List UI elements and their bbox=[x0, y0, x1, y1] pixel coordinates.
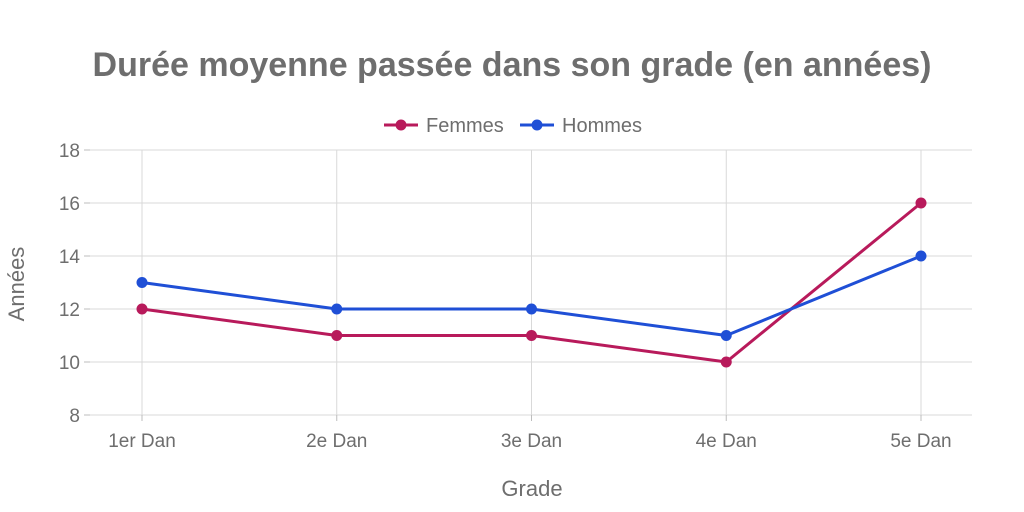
chart-title: Durée moyenne passée dans son grade (en … bbox=[93, 46, 932, 84]
legend-swatch-marker bbox=[531, 119, 543, 131]
data-point-hommes[interactable] bbox=[915, 250, 927, 262]
legend: Femmes Hommes bbox=[384, 115, 642, 137]
legend-label: Femmes bbox=[426, 115, 504, 137]
legend-item-hommes[interactable]: Hommes bbox=[520, 115, 642, 137]
data-point-hommes[interactable] bbox=[526, 303, 537, 315]
gridlines bbox=[90, 149, 972, 416]
data-point-hommes[interactable] bbox=[720, 330, 732, 341]
data-point-femmes[interactable] bbox=[915, 197, 927, 209]
x-axis-ticks: 1er Dan 2e Dan 3e Dan 4e Dan 5e Dan bbox=[108, 415, 952, 452]
series-hommes bbox=[136, 250, 927, 341]
y-tick-label: 18 bbox=[59, 141, 80, 162]
data-point-femmes[interactable] bbox=[136, 303, 148, 315]
legend-swatch-marker bbox=[395, 119, 407, 131]
y-tick-label: 8 bbox=[69, 406, 80, 427]
y-tick-label: 12 bbox=[59, 300, 80, 321]
x-tick-label: 4e Dan bbox=[696, 431, 757, 452]
x-tick-label: 3e Dan bbox=[501, 431, 562, 452]
data-point-femmes[interactable] bbox=[331, 330, 343, 341]
legend-label: Hommes bbox=[562, 115, 642, 137]
data-point-femmes[interactable] bbox=[720, 356, 732, 368]
y-tick-label: 10 bbox=[59, 353, 80, 374]
y-tick-label: 14 bbox=[59, 247, 81, 268]
x-tick-label: 2e Dan bbox=[306, 431, 367, 452]
legend-item-femmes[interactable]: Femmes bbox=[384, 115, 504, 137]
x-tick-label: 5e Dan bbox=[890, 431, 951, 452]
data-point-hommes[interactable] bbox=[331, 303, 343, 315]
y-axis-title: Années bbox=[4, 247, 29, 322]
y-tick-label: 16 bbox=[59, 194, 80, 215]
y-axis-ticks: 8 10 12 14 16 18 bbox=[59, 141, 90, 427]
x-tick-label: 1er Dan bbox=[108, 431, 176, 452]
series-group bbox=[136, 197, 927, 368]
x-axis-title: Grade bbox=[501, 476, 562, 501]
data-point-femmes[interactable] bbox=[526, 330, 537, 341]
data-point-hommes[interactable] bbox=[136, 277, 148, 288]
